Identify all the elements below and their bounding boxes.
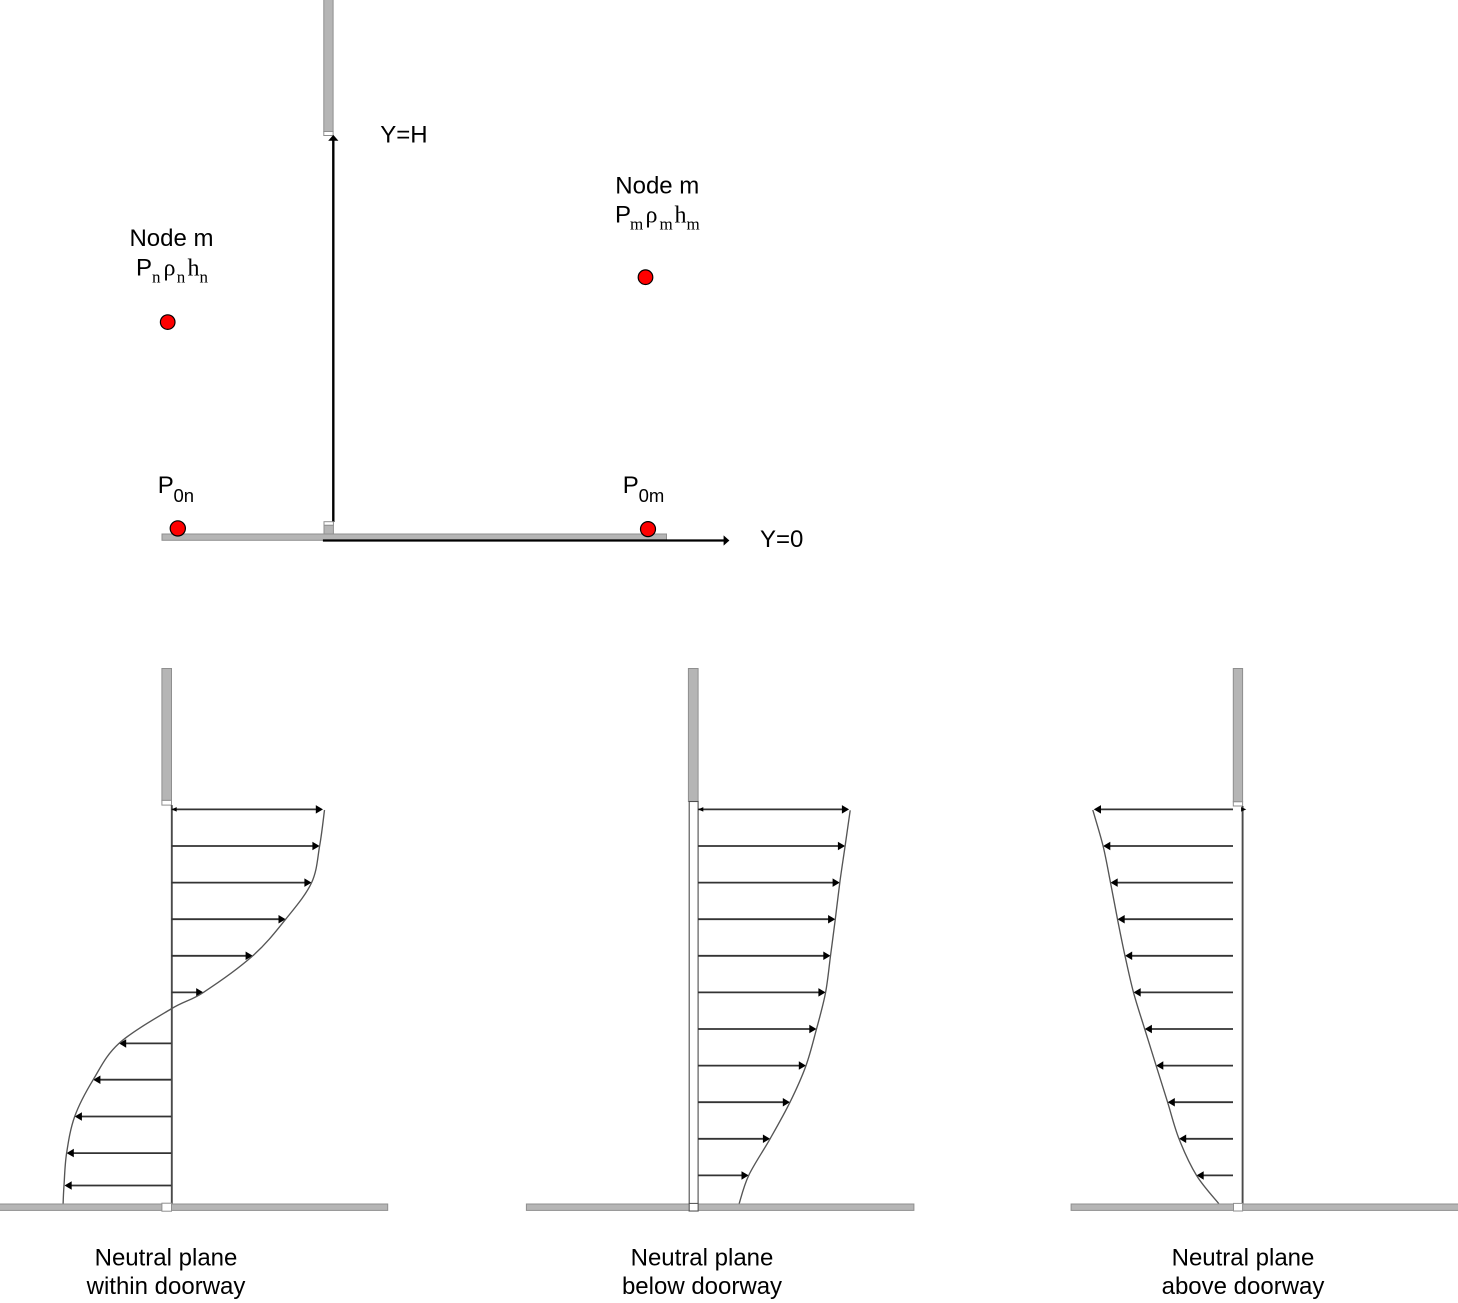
svg-text:h: h — [675, 202, 687, 228]
svg-text:P: P — [623, 472, 639, 499]
svg-text:Y=H: Y=H — [380, 122, 427, 149]
svg-text:m: m — [660, 214, 673, 233]
svg-text:ρ: ρ — [164, 256, 176, 282]
svg-text:m: m — [687, 214, 700, 233]
svg-text:P: P — [158, 472, 174, 499]
svg-text:0n: 0n — [174, 485, 195, 506]
svg-text:P: P — [136, 255, 152, 282]
svg-text:n: n — [152, 268, 161, 287]
svg-text:within doorway: within doorway — [86, 1273, 246, 1300]
svg-text:h: h — [188, 256, 200, 282]
svg-text:Y=0: Y=0 — [760, 526, 803, 553]
svg-text:Neutral plane: Neutral plane — [1172, 1245, 1315, 1272]
svg-text:0m: 0m — [639, 485, 665, 506]
svg-text:ρ: ρ — [646, 202, 658, 228]
svg-text:P: P — [615, 201, 631, 228]
svg-text:below doorway: below doorway — [622, 1273, 782, 1300]
svg-text:Node m: Node m — [615, 173, 699, 200]
svg-text:above doorway: above doorway — [1162, 1273, 1325, 1300]
svg-text:Neutral plane: Neutral plane — [631, 1245, 774, 1272]
svg-text:n: n — [177, 268, 186, 287]
svg-text:Node m: Node m — [129, 225, 213, 252]
svg-text:n: n — [200, 268, 209, 287]
svg-text:m: m — [630, 214, 643, 233]
svg-text:Neutral plane: Neutral plane — [95, 1245, 238, 1272]
